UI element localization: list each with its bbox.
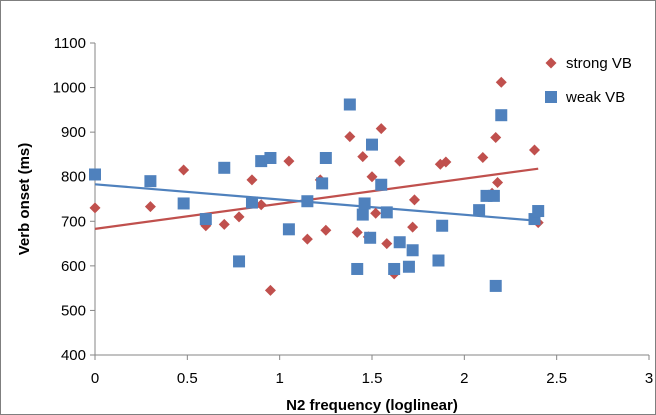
strong-vb-point [490,131,502,143]
weak-vb-point [388,262,401,275]
weak-vb-point [255,155,268,168]
strong-vb-point [492,177,504,189]
weak-vb-point [375,178,388,191]
strong-vb-point [255,199,267,211]
strong-vb-point [375,123,387,135]
y-tick-label: 800 [61,169,86,186]
strong-vb-point [246,174,258,186]
strong-vb-point [89,202,101,214]
strong-vb-point [366,171,378,183]
strong-vb-point [529,144,541,156]
strong-vb-point [440,156,452,168]
weak-vb-point [393,236,406,249]
strong-vb-point [264,284,276,296]
weak-vb-point [177,197,190,210]
weak-vb-point [358,197,371,210]
weak-vb-point [245,196,258,209]
weak-vb-point [532,205,545,218]
weak-vb-point [487,189,500,202]
weak-vb-point [316,177,329,190]
x-tick-label: 2 [460,370,468,387]
x-tick-label: 1.5 [362,370,383,387]
weak-vb-point [495,109,508,122]
legend-label-weak-vb: weak VB [565,89,625,106]
strong-vb-point [320,224,332,236]
strong-vb-point [283,155,295,167]
strong-vb-point [408,194,420,206]
y-tick-label: 400 [61,347,86,364]
weak-vb-point [380,206,393,219]
weak-vb-point [319,151,332,164]
weak-vb-point [264,151,277,164]
strong-vb-point [144,201,156,213]
strong-vb-point [477,152,489,164]
strong-vb-point [344,131,356,143]
weak-vb-point [218,161,231,174]
y-axis-ticks: 400 500 600 700 800 900 1000 1100 [53,35,95,364]
strong-vb-point [357,151,369,163]
weak-vb-point [489,279,502,292]
strong-vb-point [301,233,313,245]
weak-vb-point [402,260,415,273]
legend-marker-strong-vb [545,57,557,69]
x-tick-label: 0 [91,370,99,387]
weak-vb-point [364,231,377,244]
y-tick-label: 500 [61,302,86,319]
x-axis-ticks: 0 0.5 1 1.5 2 2.5 3 [91,355,653,387]
x-tick-label: 0.5 [177,370,198,387]
strong-vb-point [178,164,190,176]
trendline-square [94,183,539,222]
weak-vb-point [282,223,295,236]
y-tick-label: 600 [61,258,86,275]
y-tick-label: 1000 [53,80,86,97]
y-axis-title: Verb onset (ms) [16,143,33,256]
weak-vb-point [233,255,246,268]
weak-vb-point [406,244,419,257]
x-tick-label: 1 [275,370,283,387]
weak-vb-point [366,138,378,151]
weak-vb-point [89,168,101,181]
strong-vb-point [233,211,245,223]
weak-vb-point [144,175,157,188]
strong-vb-point [218,218,230,230]
strong-vb-point [351,226,363,238]
strong-vb-point [394,155,406,167]
weak-vb-point [356,208,369,221]
strong-vb-point [495,76,507,88]
weak-vb-point [343,98,356,111]
y-tick-label: 900 [61,124,86,141]
x-tick-label: 2.5 [546,370,567,387]
weak-vb-point [436,219,449,232]
weak-vb-point [351,262,364,275]
y-tick-label: 1100 [54,35,86,52]
strong-vb-point [381,238,393,250]
strong-vb-point [407,221,419,233]
weak-vb-point [432,254,445,267]
weak-vb-point [473,204,486,217]
legend: strong VB weak VB [545,55,632,106]
trendlines [94,167,539,230]
trendline-diamond [94,167,539,230]
y-tick-label: 700 [61,213,86,230]
data-points [89,76,545,296]
x-tick-label: 3 [645,370,653,387]
x-axis-title: N2 frequency (loglinear) [286,397,458,414]
strong-vb-point [370,207,382,219]
weak-vb-point [199,213,212,226]
weak-vb-point [301,195,314,208]
legend-label-strong-vb: strong VB [566,55,632,72]
legend-marker-weak-vb [545,91,557,103]
